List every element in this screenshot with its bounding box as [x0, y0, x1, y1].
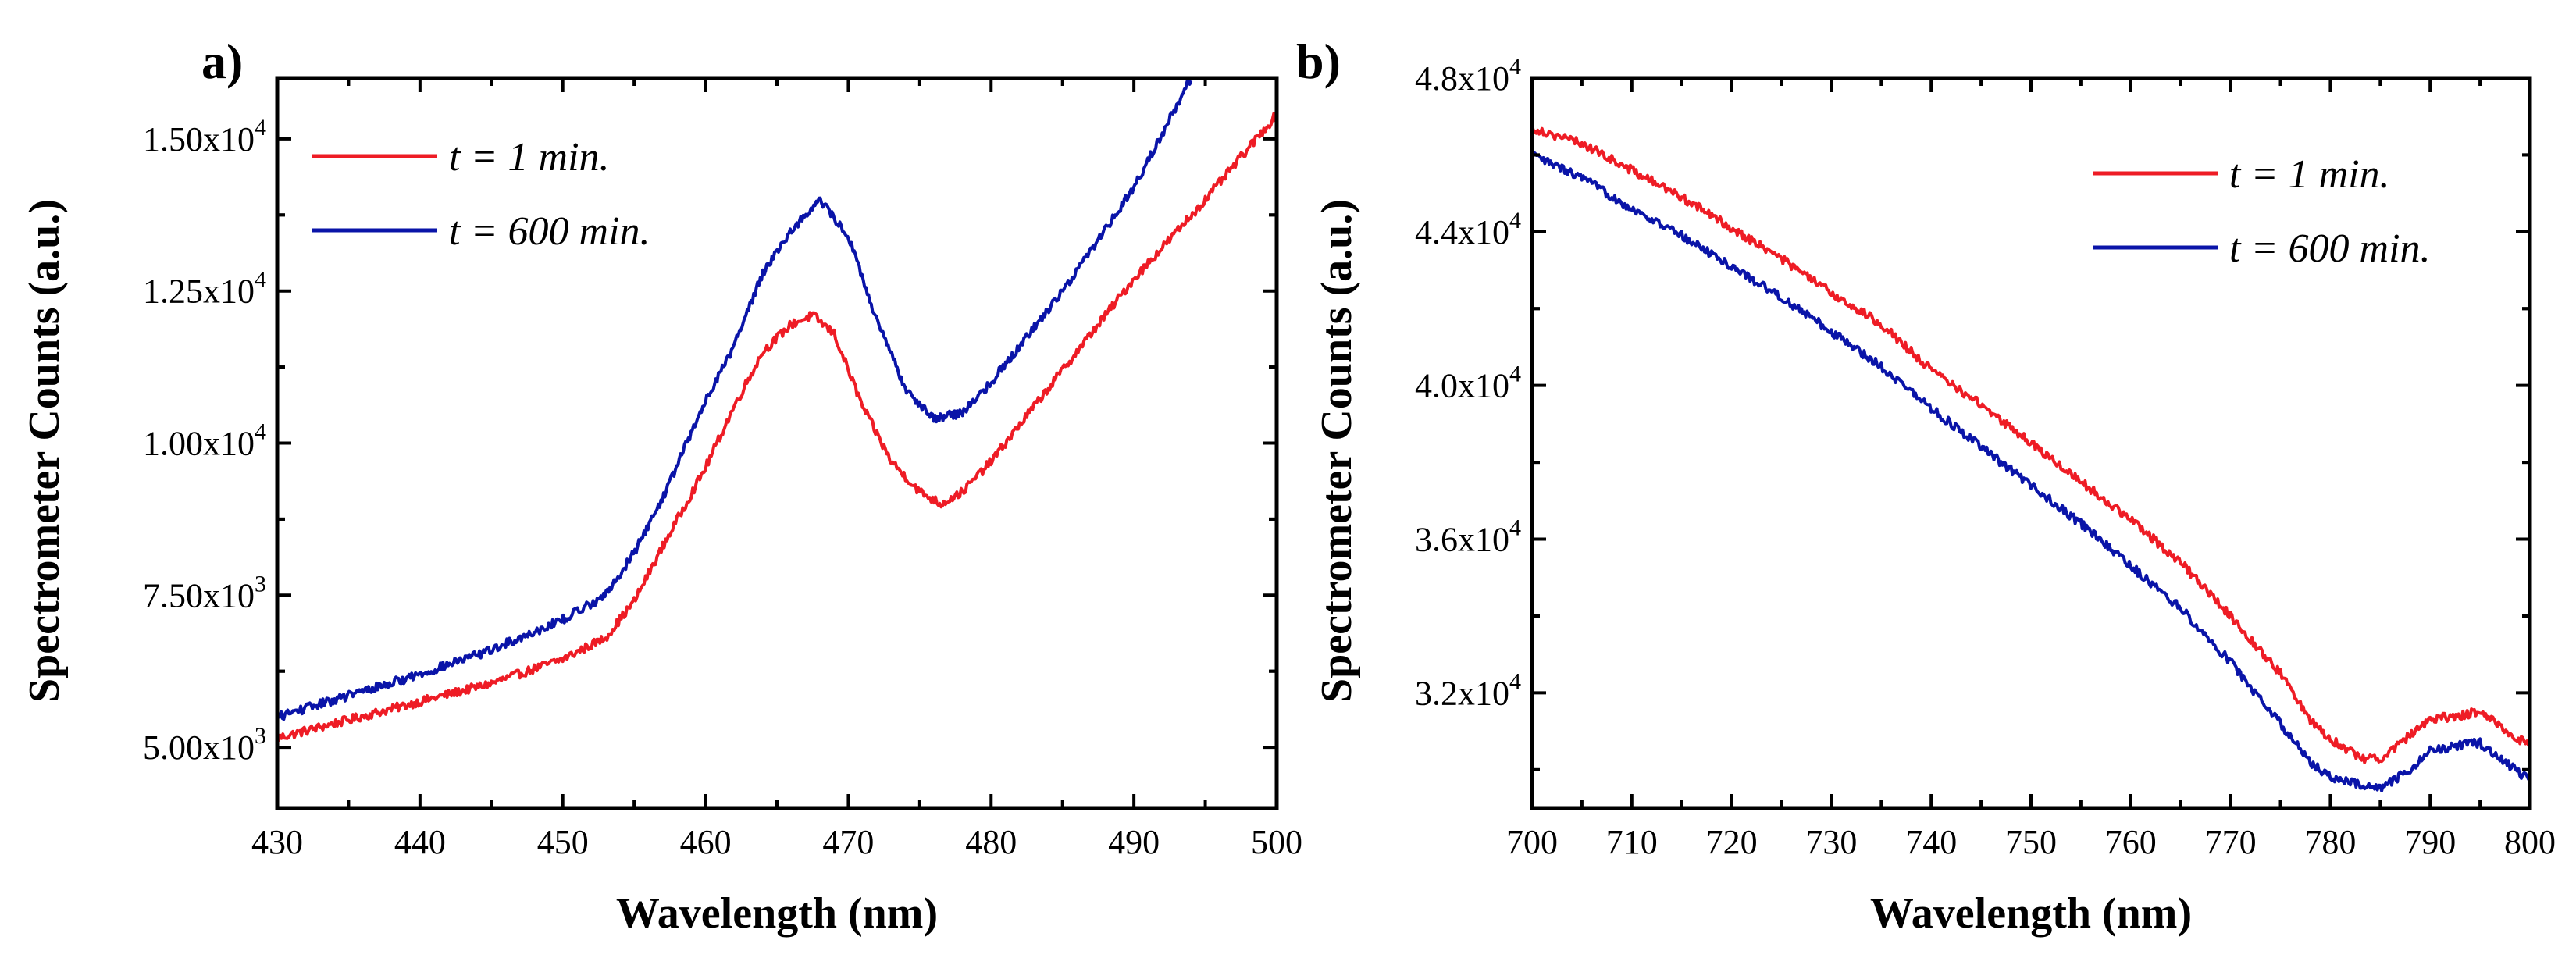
x-tick-label: 800 — [2504, 823, 2556, 861]
panel-label: b) — [1296, 34, 1341, 89]
y-tick-mantissa: 4.4x10 — [1415, 213, 1509, 251]
series-line-t600 — [1532, 151, 2530, 792]
x-tick-label: 730 — [1805, 823, 1857, 861]
x-axis-title: Wavelength (nm) — [1870, 889, 2192, 938]
x-tick-label: 480 — [965, 823, 1017, 861]
x-tick-label: 770 — [2205, 823, 2257, 861]
y-tick-label: 4.4x104 — [1415, 208, 1521, 251]
y-tick-mantissa: 3.6x10 — [1415, 521, 1509, 559]
y-tick-label: 4.8x104 — [1415, 54, 1521, 98]
x-tick-label: 430 — [251, 823, 303, 861]
y-tick-label: 5.00x103 — [143, 723, 266, 767]
x-tick-label: 470 — [822, 823, 874, 861]
y-tick-label: 3.6x104 — [1415, 515, 1521, 559]
y-tick-label: 1.00x104 — [143, 419, 266, 463]
y-tick-mantissa: 4.0x10 — [1415, 367, 1509, 405]
y-axis-title: Spectrometer Counts (a.u.) — [20, 199, 69, 703]
y-tick-exponent: 4 — [1509, 668, 1521, 694]
x-tick-label: 750 — [2005, 823, 2057, 861]
y-tick-exponent: 3 — [255, 571, 266, 597]
y-tick-label: 1.50x104 — [143, 115, 266, 158]
y-tick-exponent: 4 — [1509, 361, 1521, 387]
x-tick-label: 720 — [1706, 823, 1758, 861]
series-group — [1532, 125, 2530, 792]
y-tick-mantissa: 1.50x10 — [143, 120, 255, 158]
x-tick-label: 710 — [1606, 823, 1658, 861]
y-tick-mantissa: 3.2x10 — [1415, 674, 1509, 712]
legend-label-t1: t = 1 min. — [2229, 152, 2390, 197]
y-tick-label: 7.50x103 — [143, 571, 266, 614]
panel-label: a) — [201, 34, 243, 89]
y-tick-mantissa: 1.25x10 — [143, 272, 255, 311]
x-tick-label: 740 — [1905, 823, 1957, 861]
y-axis-title: Spectrometer Counts (a.u.) — [1313, 199, 1361, 703]
y-tick-label: 3.2x104 — [1415, 668, 1521, 712]
series-line-t600 — [277, 78, 1193, 721]
series-line-t1 — [277, 112, 1277, 743]
y-tick-exponent: 4 — [255, 267, 266, 293]
x-tick-label: 780 — [2304, 823, 2356, 861]
y-tick-mantissa: 5.00x10 — [143, 728, 255, 767]
x-tick-label: 490 — [1108, 823, 1160, 861]
series-line-t1 — [1532, 125, 2530, 764]
y-tick-exponent: 3 — [255, 723, 266, 749]
y-tick-label: 1.25x104 — [143, 267, 266, 311]
chart-panel-a: 430 440 450 460 470 480 490 5005.00x1037.50x103… — [20, 34, 1302, 938]
chart-panel-b: 700 710 720 730 740 750 760 770 780 790 8003.2x104… — [1296, 34, 2556, 938]
y-tick-mantissa: 7.50x10 — [143, 576, 255, 614]
x-tick-label: 700 — [1506, 823, 1558, 861]
y-tick-exponent: 4 — [255, 115, 266, 141]
x-tick-label: 440 — [394, 823, 446, 861]
x-axis-title: Wavelength (nm) — [616, 889, 938, 938]
series-group — [277, 78, 1277, 743]
y-tick-mantissa: 4.8x10 — [1415, 59, 1509, 98]
y-tick-label: 4.0x104 — [1415, 361, 1521, 405]
legend-label-t600: t = 600 min. — [449, 209, 650, 254]
legend-label-t1: t = 1 min. — [449, 135, 610, 180]
x-tick-label: 760 — [2105, 823, 2157, 861]
x-tick-label: 450 — [537, 823, 589, 861]
x-tick-label: 500 — [1251, 823, 1302, 861]
y-tick-mantissa: 1.00x10 — [143, 425, 255, 463]
x-tick-label: 790 — [2404, 823, 2456, 861]
legend-label-t600: t = 600 min. — [2229, 226, 2431, 271]
y-tick-exponent: 4 — [255, 419, 266, 445]
y-tick-exponent: 4 — [1509, 208, 1521, 233]
y-tick-exponent: 4 — [1509, 54, 1521, 80]
y-tick-exponent: 4 — [1509, 515, 1521, 541]
x-tick-label: 460 — [680, 823, 732, 861]
